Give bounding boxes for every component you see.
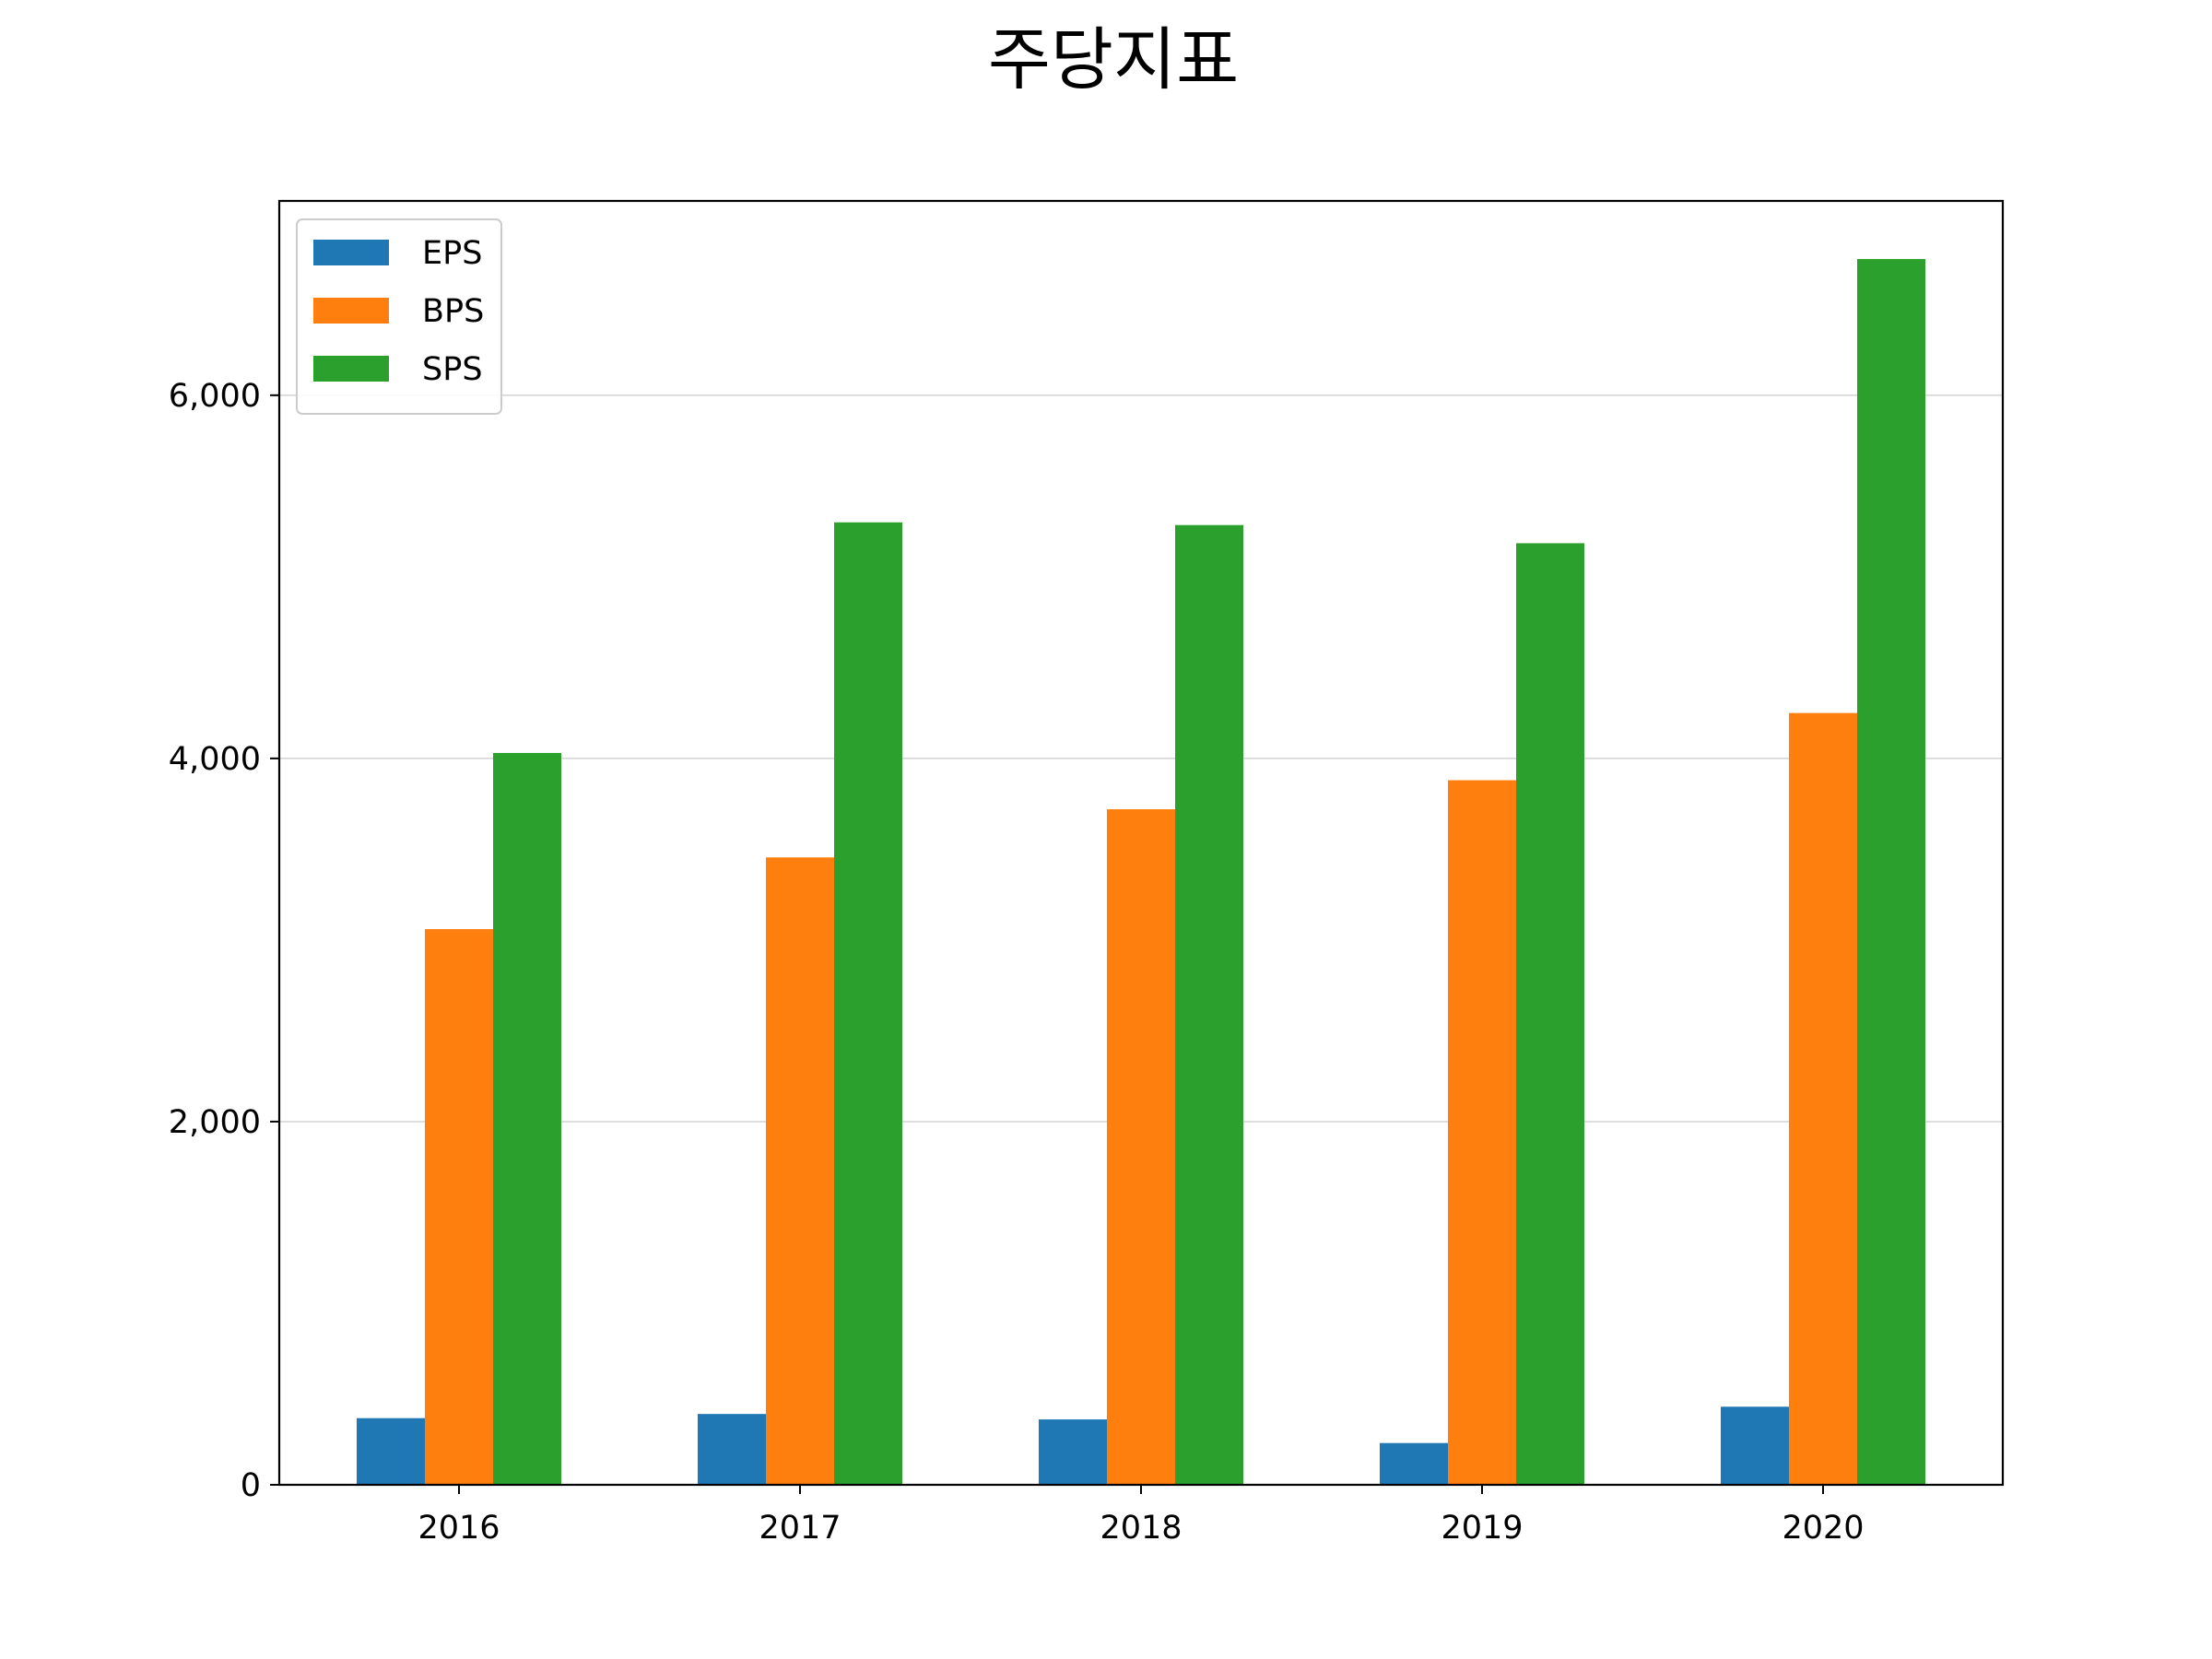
bar-bps-2017	[766, 857, 834, 1485]
y-tick-label: 0	[241, 1467, 261, 1504]
bar-bps-2020	[1789, 712, 1857, 1485]
x-tick-label: 2020	[1782, 1510, 1864, 1547]
bar-eps-2020	[1721, 1406, 1789, 1485]
bar-eps-2017	[698, 1414, 766, 1485]
bar-sps-2018	[1175, 524, 1243, 1485]
bar-sps-2016	[493, 752, 561, 1485]
x-axis-ticks: 2016 2017 2018 2019 2020	[418, 1485, 1865, 1547]
x-tick-label: 2016	[418, 1510, 500, 1547]
bar-sps-2017	[834, 522, 902, 1485]
x-tick-label: 2017	[759, 1510, 841, 1547]
chart-title: 주당지표	[988, 20, 1239, 100]
legend-label-bps: BPS	[422, 293, 484, 330]
x-tick-label: 2018	[1100, 1510, 1182, 1547]
legend-swatch-sps	[313, 356, 389, 382]
bar-eps-2018	[1039, 1419, 1107, 1485]
legend-label-sps: SPS	[422, 351, 483, 388]
y-tick-label: 2,000	[169, 1104, 261, 1141]
legend-label-eps: EPS	[422, 235, 482, 272]
legend: EPS BPS SPS	[296, 218, 502, 415]
legend-swatch-bps	[313, 298, 389, 324]
y-tick-label: 6,000	[169, 378, 261, 415]
x-tick-label: 2019	[1441, 1510, 1523, 1547]
legend-swatch-eps	[313, 240, 389, 265]
bar-eps-2019	[1380, 1442, 1448, 1485]
bars	[357, 259, 1925, 1485]
bar-sps-2019	[1516, 543, 1584, 1485]
y-tick-label: 4,000	[169, 741, 261, 778]
bar-bps-2016	[425, 929, 493, 1485]
y-axis-ticks: 0 2,000 4,000 6,000	[169, 378, 279, 1504]
bar-bps-2018	[1107, 809, 1175, 1485]
bar-bps-2019	[1448, 780, 1516, 1485]
bar-sps-2020	[1857, 259, 1925, 1485]
bar-eps-2016	[357, 1418, 425, 1485]
